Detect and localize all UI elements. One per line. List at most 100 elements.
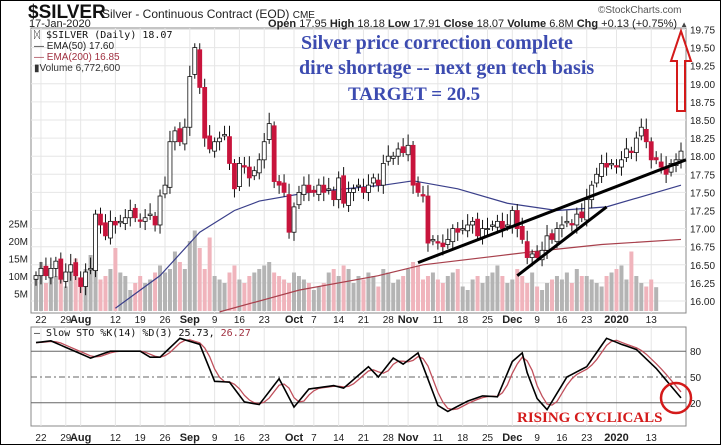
- candle-body: [271, 125, 277, 182]
- legend-main-text: $SILVER (Daily) 18.07: [46, 30, 173, 41]
- stoch-date-label: 22: [35, 433, 47, 444]
- candle-body: [83, 271, 89, 287]
- volume-bar: [624, 279, 629, 311]
- open-value: 17.95: [299, 18, 327, 30]
- candle: [266, 112, 272, 144]
- volume-bar: [207, 237, 212, 311]
- price-date-label: 19: [135, 315, 147, 326]
- price-tick-label: 19.50: [690, 44, 715, 55]
- candle-body: [53, 260, 59, 269]
- candle-body: [241, 165, 247, 168]
- legend-volume-text: Volume 6,772,600: [39, 63, 121, 74]
- volume-bar: [143, 283, 148, 311]
- volume-bar: [559, 279, 564, 311]
- candle-body: [504, 224, 510, 227]
- volume-bar: [351, 283, 356, 311]
- volume-bar: [257, 269, 262, 311]
- stoch-d-line: [35, 339, 682, 411]
- candle-body: [405, 144, 411, 156]
- volume-value: 6.8M: [549, 18, 574, 30]
- candle-body: [331, 190, 337, 201]
- volume-bar: [182, 269, 187, 311]
- volume-bar: [639, 283, 644, 311]
- volume-bar: [296, 276, 301, 311]
- stoch-date-label: Dec: [502, 432, 522, 444]
- volume-bar: [366, 272, 371, 311]
- stoch-date-label: 29: [60, 433, 72, 444]
- candle-body: [172, 130, 178, 143]
- candle: [152, 211, 158, 232]
- candle: [246, 156, 252, 187]
- volume-bar: [118, 272, 123, 311]
- trendline: [516, 205, 608, 277]
- candle-body: [599, 163, 605, 177]
- candle-body: [579, 211, 585, 219]
- volume-bar: [153, 272, 158, 311]
- candle: [341, 167, 347, 208]
- volume-bar: [629, 251, 634, 311]
- candle: [291, 202, 297, 241]
- candle-body: [187, 76, 193, 128]
- price-date-label: 16: [556, 315, 568, 326]
- candle: [142, 209, 148, 231]
- candle: [584, 188, 590, 227]
- volume-bar: [579, 276, 584, 311]
- volume-bar: [98, 279, 103, 311]
- volume-bar: [421, 279, 425, 311]
- volume-bar: [217, 279, 222, 311]
- candle: [604, 152, 609, 176]
- candle-body: [336, 177, 342, 201]
- candle: [356, 178, 361, 191]
- stoch-date-label: 18: [457, 433, 469, 444]
- volume-bar: [133, 283, 138, 311]
- candle: [624, 138, 629, 162]
- candle-body: [147, 213, 153, 216]
- price-date-label: 29: [60, 315, 72, 326]
- candle: [276, 175, 282, 194]
- volume-bar: [113, 248, 118, 311]
- candle: [579, 203, 585, 223]
- candle: [475, 212, 480, 241]
- candle-body: [499, 220, 505, 230]
- stoch-tick-label: 80: [690, 347, 702, 358]
- volume-bar: [227, 272, 232, 311]
- price-tick-label: 16.25: [690, 279, 715, 290]
- close-label: Close: [443, 18, 474, 30]
- volume-bar: [341, 265, 346, 311]
- candle-body: [390, 155, 396, 159]
- candle: [490, 220, 495, 231]
- candle: [564, 210, 570, 228]
- volume-bar: [435, 279, 440, 311]
- price-date-label: 25: [482, 315, 494, 326]
- candle-body: [529, 253, 535, 258]
- volume-bar: [321, 283, 326, 311]
- candle: [157, 189, 163, 234]
- candle-body: [306, 184, 312, 193]
- volume-bar: [212, 276, 217, 311]
- candle: [594, 167, 600, 188]
- stoch-date-label: 12: [110, 433, 122, 444]
- highlight-circle: [659, 381, 693, 415]
- symbol-title: $SILVER: [28, 2, 106, 23]
- annotation-target: TARGET = 20.5: [348, 84, 481, 105]
- candle: [678, 142, 684, 169]
- annotation-rising-cyclicals: RISING CYCLICALS: [517, 410, 663, 426]
- candle: [127, 199, 133, 227]
- candle: [73, 258, 79, 281]
- stoch-date-label: 11: [433, 433, 444, 444]
- candle-body: [137, 219, 143, 222]
- candle-body: [217, 137, 222, 143]
- candle: [103, 214, 108, 241]
- volume-bar: [356, 276, 361, 311]
- candle-body: [227, 136, 232, 164]
- volume-bar: [158, 265, 163, 311]
- candle: [108, 210, 113, 245]
- candle-body: [88, 268, 93, 271]
- volume-bar: [604, 276, 609, 311]
- volume-bar: [425, 276, 430, 311]
- price-tick-label: 17.75: [690, 170, 715, 181]
- volume-bar: [550, 279, 554, 311]
- candle-body: [619, 159, 624, 168]
- candle-body: [73, 262, 79, 277]
- volume-bar: [38, 262, 43, 311]
